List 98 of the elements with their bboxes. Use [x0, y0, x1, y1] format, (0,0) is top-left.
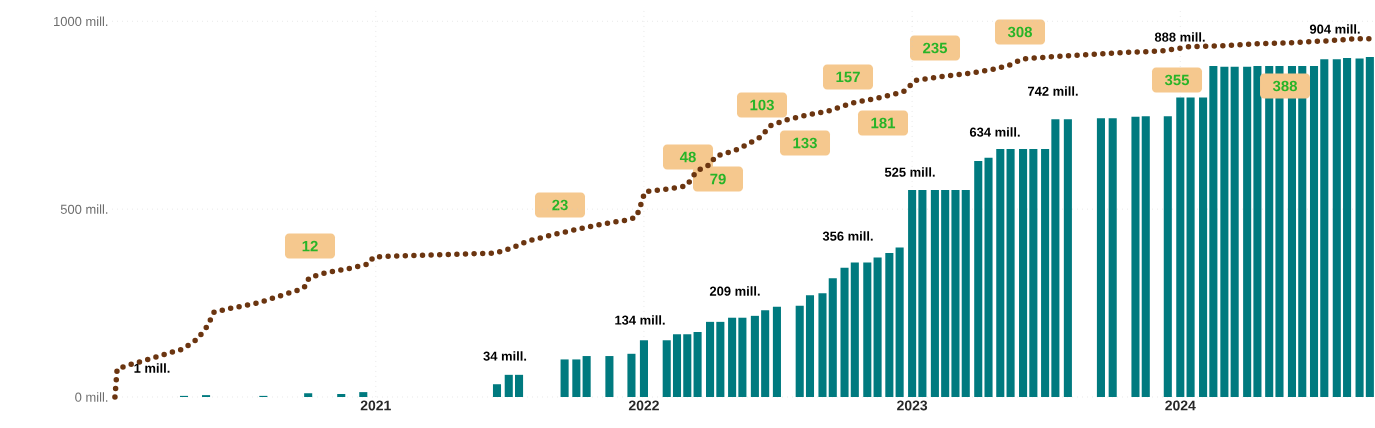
bar: [818, 293, 827, 397]
annotation: 634 mill.: [969, 127, 1020, 137]
bar: [1131, 116, 1140, 397]
annotation: 157: [836, 71, 860, 83]
bar: [1309, 65, 1319, 397]
bar: [1108, 118, 1117, 397]
annotation: 134 mill.: [615, 315, 665, 325]
annotation: 742 mill.: [1028, 86, 1078, 96]
bar: [716, 321, 725, 397]
bar: [359, 392, 368, 397]
bar: [627, 353, 636, 397]
bar: [750, 315, 759, 397]
y-tick-label: 1000 mill.: [54, 16, 108, 27]
bar: [693, 332, 702, 397]
bar: [605, 356, 614, 397]
bar: [1230, 66, 1239, 397]
annotation: 235: [923, 42, 948, 54]
bar: [683, 334, 692, 397]
bar: [1019, 149, 1028, 397]
annotation: 133: [793, 137, 817, 149]
bar: [1343, 58, 1352, 397]
bar: [639, 340, 648, 397]
bar: [805, 295, 815, 397]
bar: [1209, 65, 1218, 397]
annotation: 103: [750, 99, 774, 111]
bar: [961, 189, 970, 397]
bar: [772, 306, 781, 397]
bar: [996, 149, 1005, 397]
annotation: 48: [679, 151, 696, 163]
bar: [560, 359, 569, 397]
bar: [1265, 65, 1274, 397]
annotation: 355: [1164, 74, 1190, 86]
bar: [885, 253, 894, 397]
annotation: 181: [871, 117, 896, 129]
bar: [1176, 97, 1185, 397]
bar: [1320, 59, 1329, 397]
bar: [304, 393, 313, 397]
bar: [738, 317, 747, 397]
bar: [1298, 65, 1307, 397]
bar: [863, 262, 872, 397]
bar: [1365, 56, 1374, 397]
bar: [672, 334, 682, 397]
bar: [572, 359, 581, 397]
bar: [1029, 149, 1038, 397]
annotation: 23: [552, 199, 568, 211]
bar: [974, 161, 983, 397]
bar: [337, 394, 346, 397]
bar: [504, 374, 513, 397]
bar: [515, 374, 524, 397]
bar: [706, 321, 715, 397]
bar: [1332, 59, 1341, 397]
bar: [1220, 66, 1229, 397]
bar: [1063, 119, 1072, 397]
annotation: 388: [1272, 80, 1298, 92]
bar: [1051, 119, 1060, 397]
bar: [1253, 65, 1262, 397]
annotation: 356 mill.: [822, 231, 873, 241]
annotation: 209 mill.: [709, 286, 760, 296]
bar: [1199, 97, 1208, 397]
bar: [795, 305, 804, 397]
bar: [582, 356, 591, 397]
bar: [941, 189, 950, 397]
annotation: 525 mill.: [884, 167, 935, 177]
bar: [1096, 118, 1105, 397]
y-tick-label: 0 mill.: [75, 392, 108, 402]
annotation: 79: [710, 173, 726, 185]
x-tick-label: 2022: [628, 400, 659, 411]
bar: [930, 189, 939, 397]
bar: [1186, 97, 1195, 397]
bar: [1141, 116, 1150, 397]
bar: [984, 157, 993, 397]
x-tick-label: 2024: [1165, 400, 1196, 411]
annotation: 1 mill.: [134, 363, 170, 373]
annotation: 308: [1007, 26, 1033, 38]
bar: [840, 267, 849, 397]
bar: [1243, 66, 1252, 397]
bar: [492, 384, 502, 397]
x-tick-label: 2021: [360, 400, 391, 411]
bar: [951, 189, 960, 397]
bar: [662, 340, 671, 397]
bar: [1355, 58, 1364, 397]
bar: [1006, 149, 1015, 397]
annotation: 888 mill.: [1154, 32, 1205, 42]
x-tick-label: 2023: [897, 400, 928, 411]
annotation: 12: [302, 240, 318, 252]
bar: [761, 310, 770, 397]
annotation: 34 mill.: [483, 351, 527, 361]
bar: [873, 257, 882, 397]
bar: [728, 317, 737, 397]
bar: [1163, 116, 1172, 397]
bar: [908, 189, 917, 397]
bar: [850, 262, 859, 397]
bar: [918, 189, 927, 397]
bar: [828, 278, 837, 397]
y-tick-label: 500 mill.: [60, 204, 108, 214]
bar: [1041, 149, 1050, 397]
annotation: 904 mill.: [1309, 24, 1360, 34]
bar: [895, 247, 904, 397]
